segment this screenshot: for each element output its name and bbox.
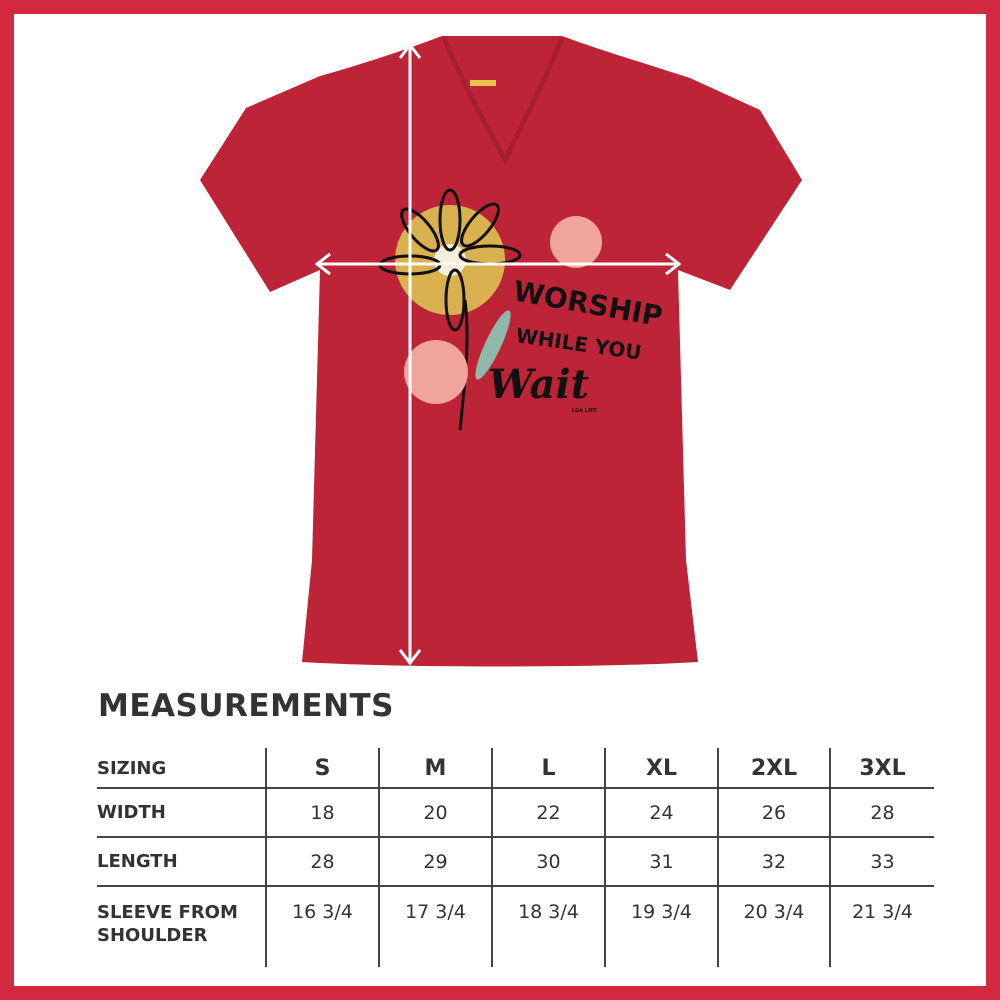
cell: 30 — [491, 837, 605, 886]
cell: 26 — [717, 788, 830, 837]
length-arrow — [398, 42, 422, 666]
cell: 22 — [491, 788, 605, 837]
row-label-line: SLEEVE FROM — [97, 902, 238, 923]
measurements-title: MEASUREMENTS — [98, 688, 395, 724]
table-row-width: WIDTH 18 20 22 24 26 28 — [97, 788, 934, 837]
cell: 17 3/4 — [378, 886, 492, 967]
table-row-sleeve: SLEEVE FROM SHOULDER 16 3/4 17 3/4 18 3/4… — [97, 886, 934, 967]
row-label-line: SHOULDER — [97, 925, 208, 946]
row-label: LENGTH — [97, 851, 178, 872]
tshirt-collar — [441, 37, 565, 166]
header-size: 2XL — [717, 748, 830, 788]
flower-graphic — [378, 188, 602, 431]
row-label: SLEEVE FROM SHOULDER — [97, 886, 266, 967]
cell: 32 — [717, 837, 830, 886]
tshirt-body — [200, 36, 802, 667]
header-size: L — [491, 748, 605, 788]
header-size: S — [265, 748, 379, 788]
width-arrow — [314, 252, 682, 276]
table-row-length: LENGTH 28 29 30 31 32 33 — [97, 837, 934, 886]
tshirt-image: WORSHIP WHILE YOU Wait LGA LIFE — [200, 36, 802, 667]
cell: 21 3/4 — [829, 886, 934, 967]
cell: 31 — [604, 837, 718, 886]
header-size: M — [378, 748, 492, 788]
cell: 16 3/4 — [265, 886, 379, 967]
header-size: 3XL — [829, 748, 934, 788]
cell: 19 3/4 — [604, 886, 718, 967]
cell: 28 — [829, 788, 934, 837]
header-sizing: SIZING — [97, 758, 167, 779]
cell: 33 — [829, 837, 934, 886]
size-chart-table: SIZING S M L XL 2XL 3XL WIDTH 18 20 22 2… — [97, 748, 934, 967]
cell: 18 3/4 — [491, 886, 605, 967]
cell: 18 — [265, 788, 379, 837]
tag-logo — [470, 80, 496, 86]
row-label: WIDTH — [97, 802, 166, 823]
header-size: XL — [604, 748, 718, 788]
cell: 20 — [378, 788, 492, 837]
table-header-row: SIZING S M L XL 2XL 3XL — [97, 748, 934, 788]
cell: 29 — [378, 837, 492, 886]
svg-text:LGA LIFE: LGA LIFE — [572, 408, 597, 414]
cell: 24 — [604, 788, 718, 837]
svg-text:Wait: Wait — [488, 361, 590, 408]
cell: 20 3/4 — [717, 886, 830, 967]
cell: 28 — [265, 837, 379, 886]
